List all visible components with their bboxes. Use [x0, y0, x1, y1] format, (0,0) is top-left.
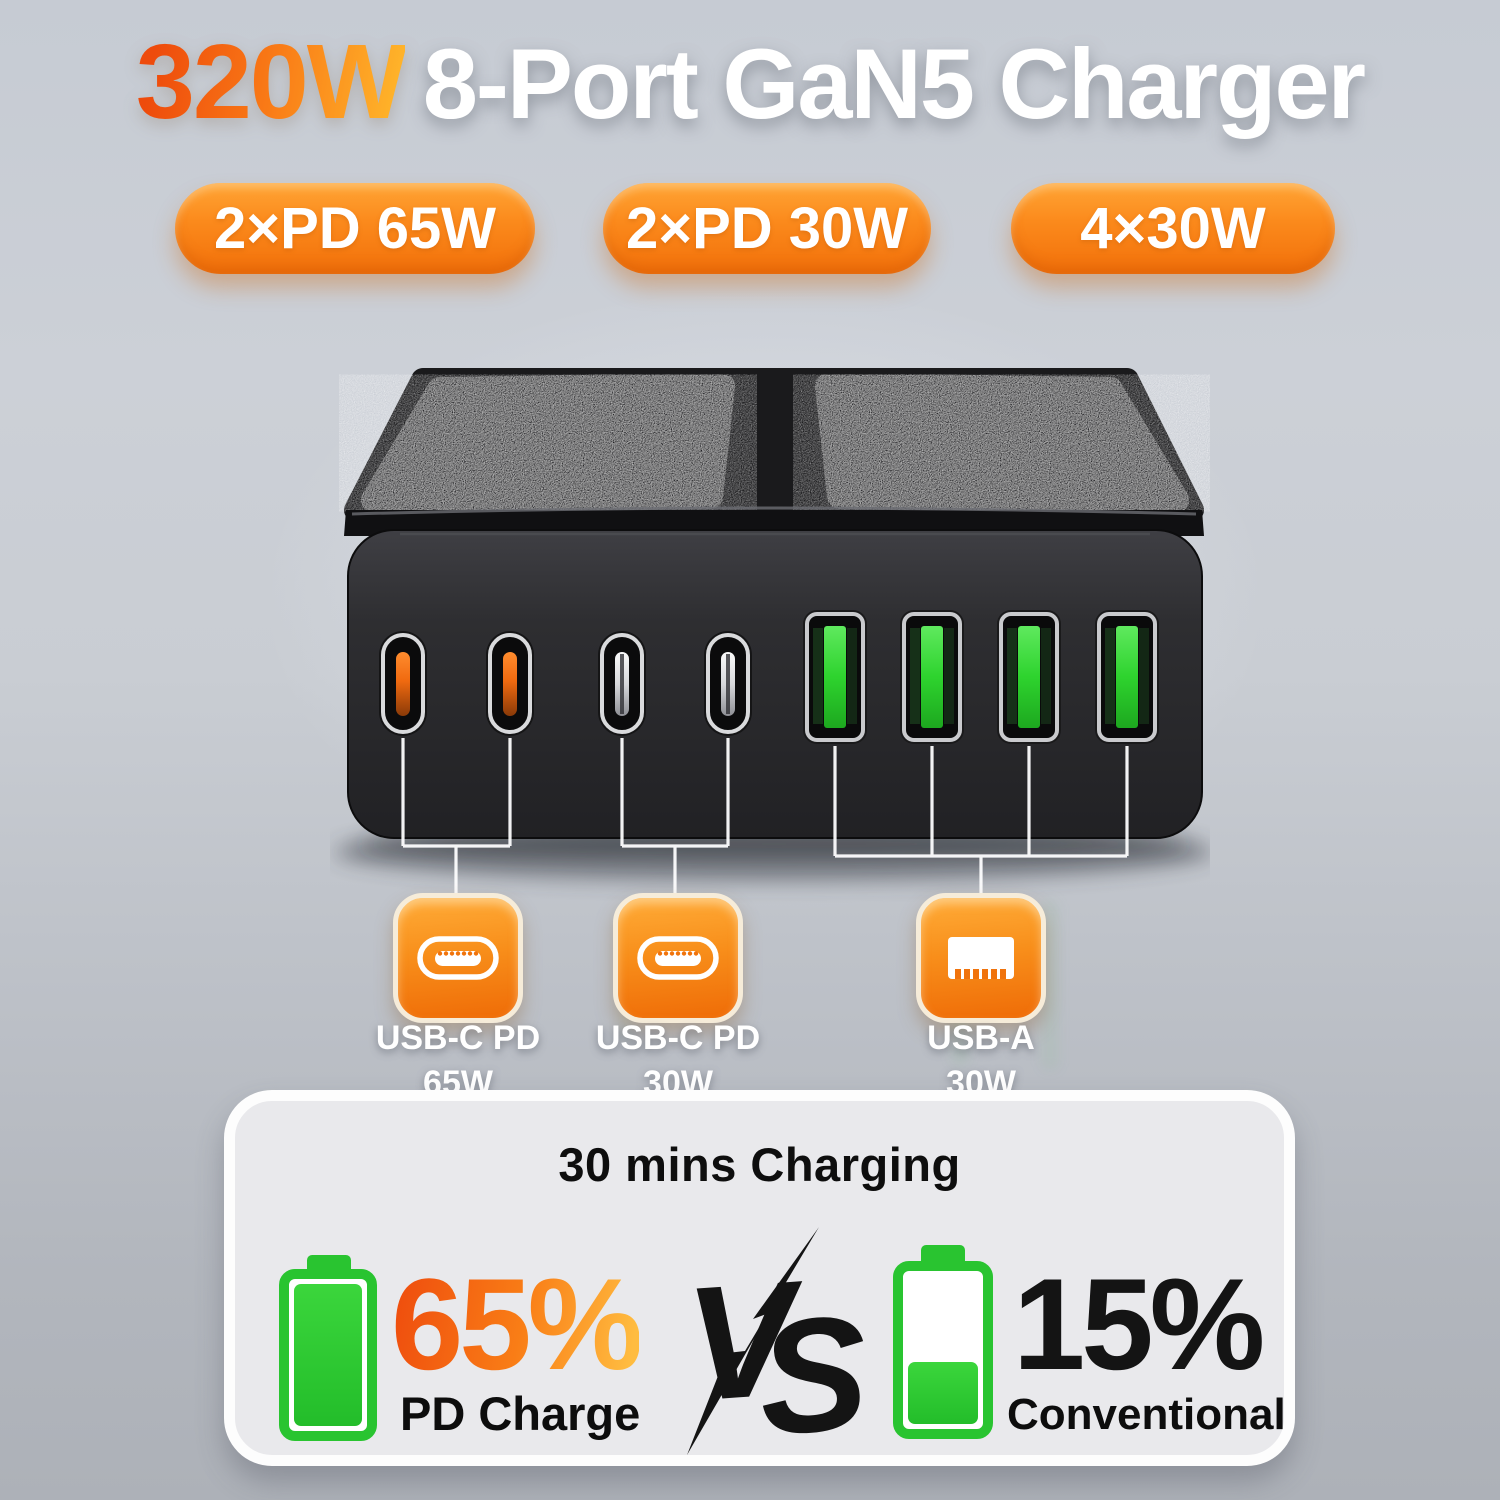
comparison-card: 30 mins Charging 65% PD Charge V S 15% C…: [224, 1090, 1295, 1470]
usb-c-port-30w-1: [598, 631, 646, 736]
usb-c-port-65w-2: [486, 631, 534, 736]
badge-label: 4×30W: [1080, 196, 1266, 261]
usb-c-port-30w-2: [704, 631, 752, 736]
battery-cap: [921, 1245, 965, 1263]
callout-line-usb-c-65w: [401, 738, 512, 912]
battery-fill: [908, 1361, 978, 1424]
callout-icon-usb-c-30w: [613, 893, 743, 1023]
usb-a-port-2: [900, 610, 964, 744]
vs-text-s: S: [752, 1281, 874, 1470]
badge-pd65: 2×PD 65W: [175, 183, 535, 274]
callout-icon-usb-a: [916, 893, 1046, 1023]
usb-a-port-4: [1095, 610, 1159, 744]
usb-c-port-icon: [417, 936, 499, 980]
green-reflection: [1042, 900, 1058, 1070]
card-heading: 30 mins Charging: [558, 1138, 961, 1191]
pd-percent: 65%: [391, 1251, 643, 1397]
page-title: 320W 8-Port GaN5 Charger: [0, 22, 1500, 143]
charger-front-face: [347, 529, 1203, 839]
wattage-text: 320W: [135, 23, 407, 141]
battery-fill: [294, 1284, 362, 1426]
callout-icon-usb-c-65w: [393, 893, 523, 1023]
badge-4x30: 4×30W: [1011, 183, 1335, 274]
conventional-label: Conventional: [1007, 1390, 1286, 1439]
badge-label: 2×PD 30W: [625, 196, 909, 261]
usb-c-port-65w-1: [379, 631, 427, 736]
callout-line-usb-a: [833, 746, 1129, 912]
conventional-percent: 15%: [1013, 1251, 1265, 1397]
usb-a-port-3: [997, 610, 1061, 744]
callout-label-line1: USB-C PD: [595, 1019, 761, 1057]
battery-body: [279, 1269, 377, 1441]
callout-label-line1: USB-A: [927, 1019, 1035, 1057]
title-text: 8-Port GaN5 Charger: [422, 28, 1366, 139]
pd-label: PD Charge: [400, 1387, 641, 1440]
badge-label: 2×PD 65W: [213, 196, 497, 261]
usb-a-port-icon: [948, 937, 1014, 979]
callout-label-usb-c-30w: USB-C PD 30W: [568, 1016, 788, 1106]
charger-pad-right: [815, 373, 1189, 513]
usb-a-port-1: [803, 610, 867, 744]
charger-pad-left: [361, 373, 735, 513]
callout-line-usb-c-30w: [620, 738, 730, 912]
charger-image: [334, 368, 1210, 912]
callout-label-line1: USB-C PD: [375, 1019, 541, 1057]
usb-c-port-icon: [637, 936, 719, 980]
badge-pd30: 2×PD 30W: [603, 183, 931, 274]
battery-cap: [307, 1255, 351, 1273]
battery-body: [893, 1261, 993, 1439]
charger-gloss-highlight: [351, 506, 1197, 516]
